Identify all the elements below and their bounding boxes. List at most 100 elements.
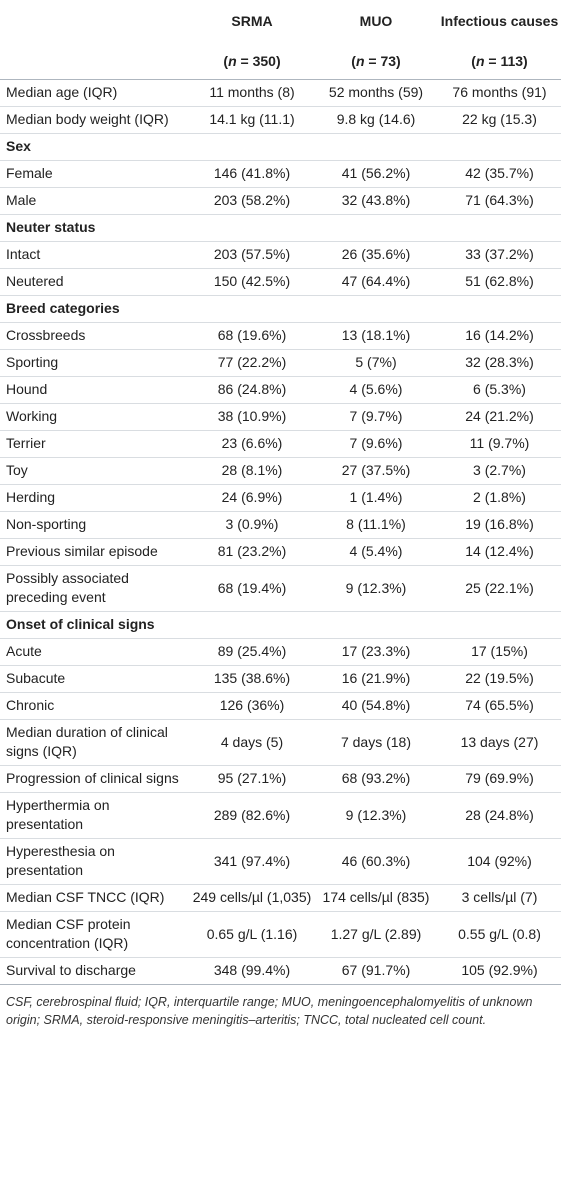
cell-value: 3 (0.9%)	[190, 511, 314, 539]
cell-value: 7 (9.6%)	[314, 430, 438, 458]
cell-value: 4 (5.6%)	[314, 376, 438, 404]
cell-value: 3 cells/µl (7)	[438, 884, 561, 912]
row-label: Acute	[0, 638, 190, 666]
cell-value: 135 (38.6%)	[190, 665, 314, 693]
cell-value: 4 days (5)	[190, 719, 314, 766]
cell-value: 105 (92.9%)	[438, 957, 561, 985]
cell-value: 17 (15%)	[438, 638, 561, 666]
cell-value: 7 (9.7%)	[314, 403, 438, 431]
cell-value: 40 (54.8%)	[314, 692, 438, 720]
table-row: Median body weight (IQR) 14.1 kg (11.1) 9.…	[0, 106, 561, 134]
section-row: Neuter status	[0, 214, 561, 242]
cell-value: 348 (99.4%)	[190, 957, 314, 985]
row-label: Intact	[0, 241, 190, 269]
cell-value: 14 (12.4%)	[438, 538, 561, 566]
row-label: Subacute	[0, 665, 190, 693]
cell-value: 95 (27.1%)	[190, 765, 314, 793]
cell-value: 41 (56.2%)	[314, 160, 438, 188]
row-label: Chronic	[0, 692, 190, 720]
table-row: Female 146 (41.8%) 41 (56.2%) 42 (35.7%)	[0, 160, 561, 188]
cell-value: 71 (64.3%)	[438, 187, 561, 215]
table-row: Previous similar episode 81 (23.2%) 4 (5.4…	[0, 538, 561, 566]
cell-value: 17 (23.3%)	[314, 638, 438, 666]
cell-value: 9 (12.3%)	[314, 565, 438, 612]
table-row: Sporting 77 (22.2%) 5 (7%) 32 (28.3%)	[0, 349, 561, 377]
cell-value: 6 (5.3%)	[438, 376, 561, 404]
header-col-srma: SRMA	[231, 13, 273, 29]
row-label: Possibly associated preceding event	[0, 565, 190, 612]
cell-value: 146 (41.8%)	[190, 160, 314, 188]
cell-value: 13 (18.1%)	[314, 322, 438, 350]
cell-value: 38 (10.9%)	[190, 403, 314, 431]
cell-value: 203 (58.2%)	[190, 187, 314, 215]
table-row: Toy 28 (8.1%) 27 (37.5%) 3 (2.7%)	[0, 457, 561, 485]
row-label: Female	[0, 160, 190, 188]
cell-value: 24 (21.2%)	[438, 403, 561, 431]
table-body: Median age (IQR) 11 months (8) 52 months (…	[0, 79, 561, 985]
row-label: Hyperthermia on presentation	[0, 792, 190, 839]
row-label: Progression of clinical signs	[0, 765, 190, 793]
table-header: SRMA MUO Infectious causes (n = 350) (n …	[0, 0, 561, 80]
cell-value: 32 (43.8%)	[314, 187, 438, 215]
row-label: Working	[0, 403, 190, 431]
section-row: Sex	[0, 133, 561, 161]
cell-value: 4 (5.4%)	[314, 538, 438, 566]
table-row: Possibly associated preceding event 68 (1…	[0, 565, 561, 612]
header-n-muo: (n = 73)	[314, 32, 438, 80]
header-n-infectious: (n = 113)	[438, 32, 561, 80]
cell-value: 46 (60.3%)	[314, 838, 438, 885]
table-row: Non-sporting 3 (0.9%) 8 (11.1%) 19 (16.8%)	[0, 511, 561, 539]
table-row: Neutered 150 (42.5%) 47 (64.4%) 51 (62.8%)	[0, 268, 561, 296]
cell-value: 26 (35.6%)	[314, 241, 438, 269]
cell-value: 74 (65.5%)	[438, 692, 561, 720]
cell-value: 11 months (8)	[190, 79, 314, 107]
cell-value: 1 (1.4%)	[314, 484, 438, 512]
data-table: SRMA MUO Infectious causes (n = 350) (n …	[0, 0, 561, 985]
section-heading: Onset of clinical signs	[0, 611, 561, 639]
cell-value: 25 (22.1%)	[438, 565, 561, 612]
cell-value: 24 (6.9%)	[190, 484, 314, 512]
cell-value: 0.65 g/L (1.16)	[190, 911, 314, 958]
table-row: Hound 86 (24.8%) 4 (5.6%) 6 (5.3%)	[0, 376, 561, 404]
row-label: Terrier	[0, 430, 190, 458]
cell-value: 22 (19.5%)	[438, 665, 561, 693]
cell-value: 51 (62.8%)	[438, 268, 561, 296]
table-figure: SRMA MUO Infectious causes (n = 350) (n …	[0, 0, 561, 1027]
cell-value: 9 (12.3%)	[314, 792, 438, 839]
row-label: Sporting	[0, 349, 190, 377]
table-row: Survival to discharge 348 (99.4%) 67 (91.7…	[0, 957, 561, 985]
row-label: Herding	[0, 484, 190, 512]
cell-value: 19 (16.8%)	[438, 511, 561, 539]
header-col-infectious: Infectious causes	[440, 13, 559, 29]
cell-value: 150 (42.5%)	[190, 268, 314, 296]
section-row: Breed categories	[0, 295, 561, 323]
table-row: Hyperesthesia on presentation 341 (97.4%)…	[0, 838, 561, 885]
cell-value: 76 months (91)	[438, 79, 561, 107]
cell-value: 23 (6.6%)	[190, 430, 314, 458]
table-row: Herding 24 (6.9%) 1 (1.4%) 2 (1.8%)	[0, 484, 561, 512]
header-col-muo: MUO	[359, 13, 393, 29]
cell-value: 3 (2.7%)	[438, 457, 561, 485]
cell-value: 203 (57.5%)	[190, 241, 314, 269]
row-label: Crossbreeds	[0, 322, 190, 350]
cell-value: 89 (25.4%)	[190, 638, 314, 666]
cell-value: 32 (28.3%)	[438, 349, 561, 377]
table-row: Median age (IQR) 11 months (8) 52 months (…	[0, 79, 561, 107]
header-empty-cell	[0, 32, 190, 80]
cell-value: 14.1 kg (11.1)	[190, 106, 314, 134]
cell-value: 28 (8.1%)	[190, 457, 314, 485]
header-n-srma: (n = 350)	[190, 32, 314, 80]
table-row: Terrier 23 (6.6%) 7 (9.6%) 11 (9.7%)	[0, 430, 561, 458]
row-label: Median duration of clinical signs (IQR)	[0, 719, 190, 766]
cell-value: 289 (82.6%)	[190, 792, 314, 839]
section-heading: Breed categories	[0, 295, 561, 323]
cell-value: 68 (19.4%)	[190, 565, 314, 612]
row-label: Hound	[0, 376, 190, 404]
cell-value: 68 (19.6%)	[190, 322, 314, 350]
cell-value: 16 (14.2%)	[438, 322, 561, 350]
cell-value: 86 (24.8%)	[190, 376, 314, 404]
cell-value: 81 (23.2%)	[190, 538, 314, 566]
cell-value: 126 (36%)	[190, 692, 314, 720]
cell-value: 9.8 kg (14.6)	[314, 106, 438, 134]
table-row: Progression of clinical signs 95 (27.1%) 6…	[0, 765, 561, 793]
